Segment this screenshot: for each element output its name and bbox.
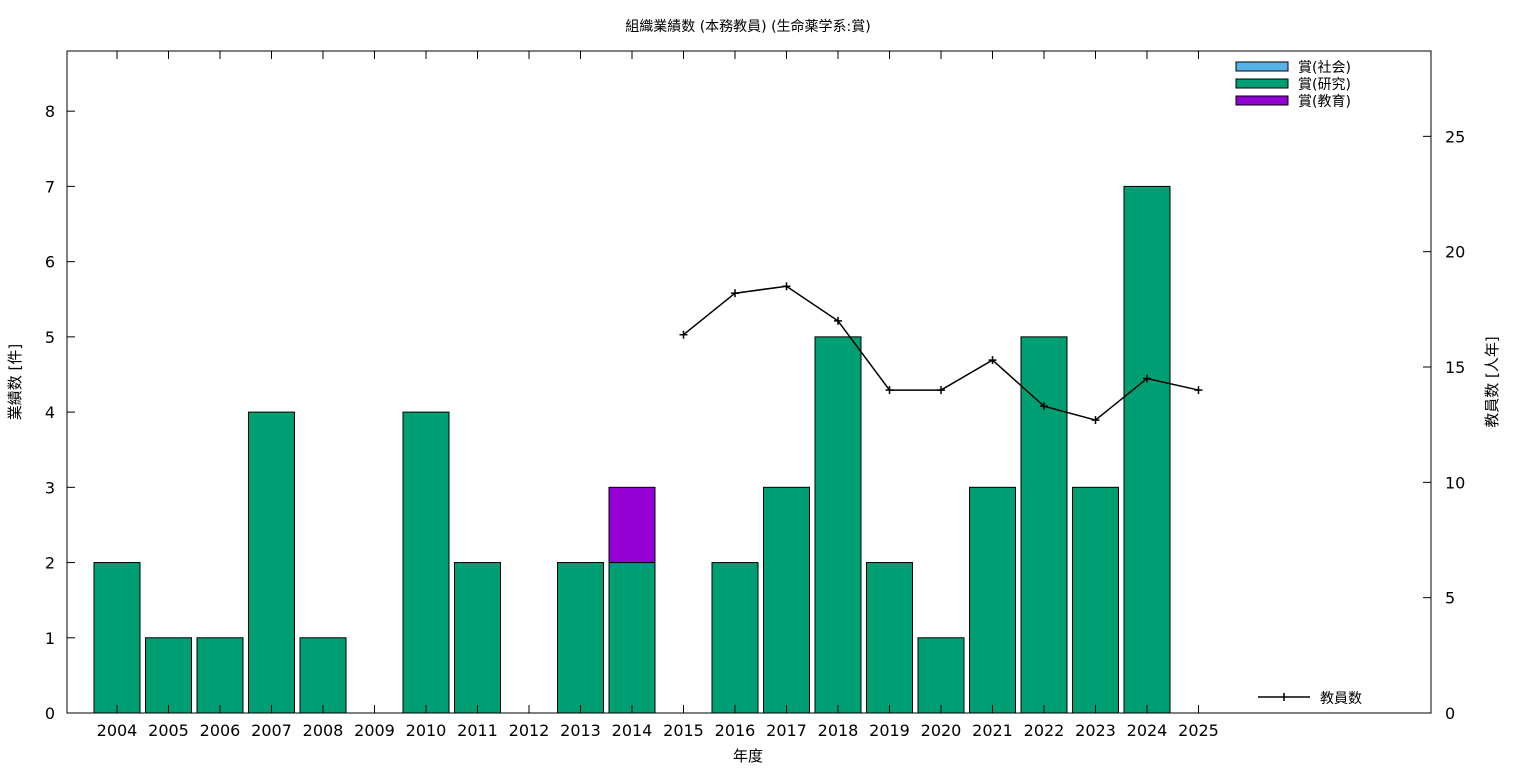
x-tick-label-2004: 2004	[97, 721, 138, 740]
bar-2024-series-1	[1123, 185, 1171, 714]
bar-2019-series-1	[866, 562, 913, 714]
x-tick-label-2024: 2024	[1127, 721, 1168, 740]
y2-tick-label-25: 25	[1445, 127, 1465, 146]
line-point-2021	[988, 356, 997, 365]
legend-label-0: 賞(社会)	[1298, 60, 1351, 76]
y2-tick-label-15: 15	[1445, 358, 1465, 377]
line-point-2020	[937, 386, 945, 395]
bar-2010-series-1	[402, 411, 450, 714]
line-point-2023	[1091, 416, 1100, 425]
chart-title: 組織業績数 (本務教員) (生命薬学系:賞)	[625, 18, 870, 35]
x-tick-label-2023: 2023	[1075, 721, 1116, 740]
y-tick-label-8: 8	[45, 102, 55, 121]
x-tick-label-2015: 2015	[663, 721, 704, 740]
y-tick-label-7: 7	[45, 177, 55, 196]
x-tick-label-2008: 2008	[303, 721, 344, 740]
x-tick-label-2022: 2022	[1024, 721, 1065, 740]
x-axis-label: 年度	[733, 747, 763, 765]
y-tick-label-0: 0	[45, 704, 55, 723]
line-point-2022	[1040, 402, 1048, 411]
line-point-2025	[1194, 386, 1203, 395]
y-tick-label-3: 3	[45, 478, 55, 497]
axes-layer: 2004 2005 2006 2007 2008 2009 2010 2011 2012 2013…	[45, 51, 1465, 740]
line-point-2017	[782, 282, 791, 291]
x-tick-label-2007: 2007	[251, 721, 292, 740]
bar-2017-series-1	[763, 486, 810, 714]
bars-layer	[93, 185, 1171, 714]
bar-2004-series-1	[93, 562, 141, 714]
x-tick-label-2011: 2011	[457, 721, 498, 740]
x-tick-label-2009: 2009	[354, 721, 395, 740]
bar-2007-series-1	[248, 411, 295, 714]
y-tick-label-2: 2	[45, 554, 55, 573]
legend-swatch-1	[1235, 78, 1289, 89]
y-tick-label-1: 1	[45, 629, 55, 648]
x-tick-label-2018: 2018	[818, 721, 859, 740]
y-tick-label-4: 4	[45, 403, 55, 422]
line-point-2016	[731, 289, 739, 298]
y-axis-label: 業績数 [件]	[6, 344, 24, 420]
bar-2023-series-1	[1072, 486, 1119, 714]
x-tick-label-2021: 2021	[972, 721, 1013, 740]
legend-swatch-2	[1235, 95, 1289, 106]
y-tick-label-6: 6	[45, 253, 55, 272]
x-tick-label-2014: 2014	[612, 721, 653, 740]
x-tick-label-2019: 2019	[869, 721, 910, 740]
line-series-path	[683, 285, 1199, 421]
line-point-2015	[679, 330, 688, 339]
bar-2014-series-1	[608, 562, 656, 714]
bar-2022-series-1	[1020, 336, 1068, 714]
x-tick-label-2005: 2005	[148, 721, 189, 740]
bar-2014-series-2	[608, 486, 656, 564]
x-tick-label-2006: 2006	[200, 721, 241, 740]
y-tick-label-5: 5	[45, 328, 55, 347]
legend: 賞(社会)賞(研究)賞(教育) 教員数	[1235, 60, 1362, 707]
y2-tick-label-20: 20	[1445, 243, 1465, 262]
x-tick-label-2025: 2025	[1178, 721, 1219, 740]
bar-2005-series-1	[145, 637, 192, 714]
y2-axis-label: 教員数 [人年]	[1483, 336, 1501, 427]
bar-2016-series-1	[711, 562, 759, 714]
bar-2006-series-1	[196, 637, 244, 714]
x-tick-label-2016: 2016	[715, 721, 756, 740]
line-point-2019	[885, 386, 894, 395]
x-tick-label-2020: 2020	[921, 721, 962, 740]
x-tick-label-2017: 2017	[766, 721, 807, 740]
legend-label-2: 賞(教育)	[1298, 94, 1351, 110]
bar-2018-series-1	[814, 336, 862, 714]
line-point-2024	[1143, 374, 1151, 383]
line-point-2018	[834, 316, 842, 325]
bar-2013-series-1	[557, 562, 604, 714]
y2-tick-label-5: 5	[1445, 589, 1455, 608]
line-layer	[679, 282, 1203, 425]
plot-frame	[66, 50, 1432, 714]
x-tick-label-2013: 2013	[560, 721, 601, 740]
x-tick-label-2010: 2010	[406, 721, 447, 740]
bar-2011-series-1	[454, 562, 501, 714]
x-tick-label-2012: 2012	[509, 721, 550, 740]
legend-line-label: 教員数	[1320, 691, 1362, 707]
bar-2008-series-1	[299, 637, 347, 714]
y2-tick-label-10: 10	[1445, 473, 1465, 492]
y2-tick-label-0: 0	[1445, 704, 1455, 723]
legend-swatch-0	[1235, 61, 1289, 72]
bar-2021-series-1	[969, 486, 1016, 714]
bar-2020-series-1	[917, 637, 965, 714]
legend-label-1: 賞(研究)	[1298, 77, 1351, 93]
